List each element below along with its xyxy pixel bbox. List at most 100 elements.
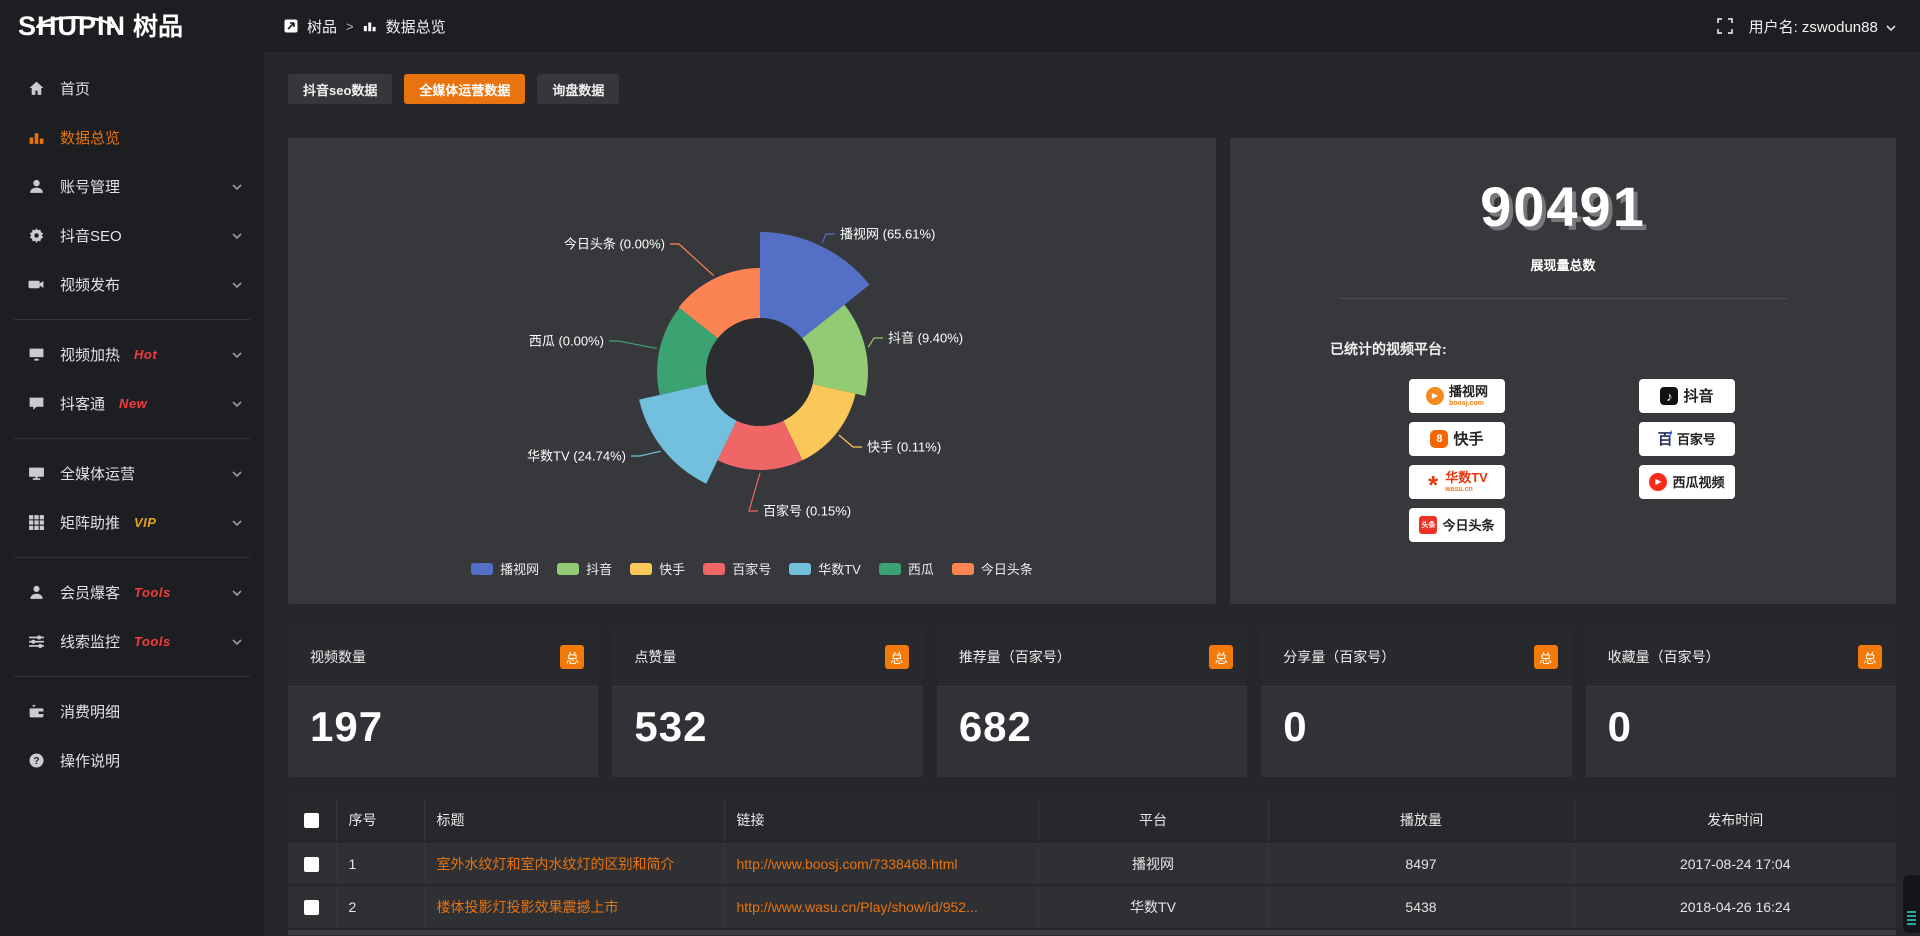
legend-item-播视网[interactable]: 播视网	[471, 559, 539, 578]
floating-widget[interactable]	[1903, 875, 1920, 933]
cell-url-link[interactable]: http://www.boosj.com/7338468.html	[723, 842, 1038, 885]
screen-icon	[28, 465, 45, 482]
sidebar-item-help[interactable]: ? 操作说明	[0, 736, 264, 785]
breadcrumb-separator: >	[346, 18, 354, 34]
platform-badge-xigua[interactable]: ▶ 西瓜视频	[1639, 465, 1735, 499]
baijiahao-logo-icon: 百	[1657, 430, 1673, 448]
impressions-total-label: 展现量总数	[1530, 258, 1596, 273]
legend-item-华数TV[interactable]: 华数TV	[789, 559, 861, 578]
total-badge[interactable]: 总	[1858, 645, 1883, 669]
pie-label: 播视网 (65.61%)	[840, 227, 935, 242]
sidebar-item-expense-detail[interactable]: 消费明细	[0, 687, 264, 736]
pie-label: 华数TV (24.74%)	[527, 449, 626, 464]
pie-slice-今日头条[interactable]	[678, 268, 760, 339]
video-camera-icon	[28, 276, 45, 293]
tab-inquiry[interactable]: 询盘数据	[537, 74, 620, 104]
chevron-down-icon	[232, 395, 242, 412]
col-header-platform: 平台	[1037, 798, 1268, 842]
pie-slice-百家号[interactable]	[717, 420, 803, 470]
sidebar-item-member-leads[interactable]: 会员爆客 Tools	[0, 568, 264, 617]
platform-badge-kuaishou[interactable]: 8 快手	[1409, 422, 1505, 456]
sidebar-item-account[interactable]: 账号管理	[0, 162, 264, 211]
tab-media-operation[interactable]: 全媒体运营数据	[404, 74, 526, 104]
sidebar-item-media-operation[interactable]: 全媒体运营	[0, 449, 264, 498]
pie-label-line	[748, 472, 761, 512]
legend-item-今日头条[interactable]: 今日头条	[951, 559, 1033, 578]
baijiahao-bolt: /	[1669, 429, 1672, 441]
sidebar-item-label: 线索监控	[60, 634, 121, 651]
chevron-down-icon	[232, 633, 242, 650]
sidebar-item-doutong[interactable]: 抖客通 New	[0, 379, 264, 428]
pie-slice-播视网[interactable]	[760, 232, 870, 339]
sidebar-item-video-heat[interactable]: 视频加热 Hot	[0, 330, 264, 379]
breadcrumb-root[interactable]: 树品	[307, 18, 338, 36]
video-table: 序号 标题 链接 平台 播放量 发布时间 1 室外水纹灯和室内水纹灯的区别和简介…	[288, 798, 1896, 935]
username-menu[interactable]: 用户名: zswodun88	[1749, 16, 1896, 37]
legend-swatch	[878, 562, 901, 575]
total-badge[interactable]: 总	[884, 645, 909, 669]
platform-badge-boosj[interactable]: ▶ 播视网 boosj.com	[1409, 379, 1505, 413]
col-header-no: 序号	[335, 798, 424, 842]
cell-title-link[interactable]: 室外水纹灯和室内水纹灯的区别和简介	[423, 842, 724, 885]
platform-badge-toutiao[interactable]: 头条 今日头条	[1409, 508, 1505, 542]
select-all-checkbox[interactable]	[304, 812, 320, 828]
pie-label-line	[631, 450, 661, 457]
legend-item-快手[interactable]: 快手	[630, 559, 685, 578]
cell-platform: 华数TV	[1037, 885, 1268, 928]
sidebar-item-label: 操作说明	[60, 753, 121, 770]
legend-item-西瓜[interactable]: 西瓜	[878, 559, 934, 578]
cell-url-link[interactable]: http://www.wasu.cn/Play/show/id/952...	[723, 885, 1038, 928]
cell-title-link[interactable]: 楼体投影灯投影效果震撼上市	[423, 885, 724, 928]
sidebar-item-home[interactable]: 首页	[0, 64, 264, 113]
grid-icon	[28, 514, 45, 531]
breadcrumb: 树品 > 数据总览	[284, 16, 446, 37]
pie-slice-快手[interactable]	[783, 384, 856, 461]
stat-value: 197	[310, 703, 384, 750]
platform-badge-douyin[interactable]: ♪ 抖音	[1639, 379, 1735, 413]
platform-badge-baijiahao[interactable]: 百 / 百家号	[1639, 422, 1735, 456]
sidebar-item-data-overview[interactable]: 数据总览	[0, 113, 264, 162]
pie-slice-华数TV[interactable]	[639, 384, 737, 484]
legend-item-百家号[interactable]: 百家号	[703, 559, 771, 578]
breadcrumb-current[interactable]: 数据总览	[385, 18, 446, 36]
pie-label: 今日头条 (0.00%)	[564, 237, 665, 252]
pie-slice-抖音[interactable]	[802, 304, 868, 396]
row-checkbox[interactable]	[304, 900, 320, 916]
col-header-link: 链接	[723, 798, 1038, 842]
legend-item-抖音[interactable]: 抖音	[557, 559, 612, 578]
total-badge[interactable]: 总	[1209, 645, 1234, 669]
platform-badge-wasu[interactable]: * 华数TV wasu.cn	[1409, 465, 1505, 499]
table-header-row: 序号 标题 链接 平台 播放量 发布时间	[288, 798, 1896, 842]
col-header-title: 标题	[423, 798, 724, 842]
new-badge: New	[119, 396, 148, 411]
tab-douyin-seo[interactable]: 抖音seo数据	[288, 74, 393, 104]
sidebar-item-clue-monitor[interactable]: 线索监控 Tools	[0, 617, 264, 666]
kuaishou-logo-icon: 8	[1430, 430, 1449, 448]
total-badge[interactable]: 总	[1533, 645, 1558, 669]
pie-label: 百家号 (0.15%)	[763, 504, 851, 519]
row-checkbox[interactable]	[304, 856, 320, 872]
floating-widget-stripes	[1907, 911, 1916, 925]
fullscreen-icon[interactable]	[1716, 18, 1733, 34]
chevron-down-icon	[232, 276, 242, 293]
legend-label: 播视网	[500, 562, 540, 577]
col-header-plays: 播放量	[1267, 798, 1574, 842]
table-row-partial	[288, 928, 1896, 935]
tools-badge: Tools	[134, 585, 171, 600]
total-badge[interactable]: 总	[560, 645, 585, 669]
sidebar-item-matrix-boost[interactable]: 矩阵助推 VIP	[0, 498, 264, 547]
brand-logo: SHUPIN 树品	[0, 12, 264, 41]
sidebar-item-douyin-seo[interactable]: 抖音SEO	[0, 211, 264, 260]
legend-label: 西瓜	[907, 562, 934, 577]
stat-value: 0	[1607, 703, 1632, 750]
boosj-logo-icon: ▶	[1425, 387, 1444, 405]
pie-label: 西瓜 (0.00%)	[529, 334, 604, 349]
toutiao-logo-icon: 头条	[1419, 516, 1438, 534]
platforms-label: 已统计的视频平台:	[1330, 341, 1447, 357]
tools-badge: Tools	[134, 634, 171, 649]
pie-label-line	[838, 434, 862, 448]
pie-label: 抖音 (9.40%)	[888, 331, 963, 346]
brand-suffix: 树品	[133, 12, 184, 41]
pie-slice-西瓜[interactable]	[657, 307, 718, 395]
sidebar-item-video-publish[interactable]: 视频发布	[0, 260, 264, 309]
